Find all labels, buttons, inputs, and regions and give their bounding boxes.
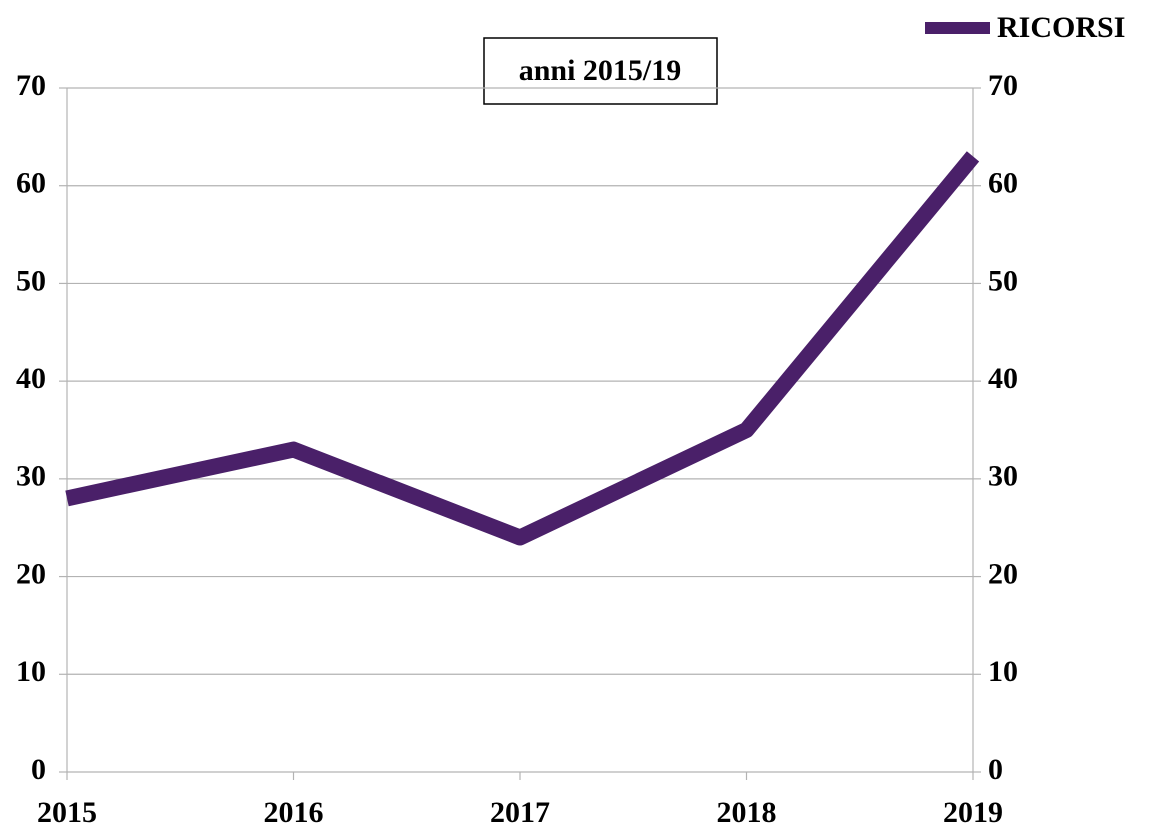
y2-tick-label: 10 xyxy=(988,655,1018,688)
title-box xyxy=(483,37,718,105)
y2-tick-label: 70 xyxy=(988,69,1018,102)
x-tick-label: 2015 xyxy=(37,796,97,829)
y2-tick-label: 40 xyxy=(988,362,1018,395)
x-tick-label: 2018 xyxy=(717,796,777,829)
y2-tick-label: 0 xyxy=(988,753,1003,786)
y2-tick-label: 20 xyxy=(988,557,1018,590)
y2-tick-label: 30 xyxy=(988,460,1018,493)
y2-tick-label: 60 xyxy=(988,167,1018,200)
x-tick-label: 2016 xyxy=(264,796,324,829)
y-tick-label: 20 xyxy=(16,557,46,590)
y-tick-label: 30 xyxy=(16,460,46,493)
line xyxy=(65,151,980,546)
y2-tick-label: 50 xyxy=(988,264,1018,297)
y-tick-label: 50 xyxy=(16,264,46,297)
y-tick-label: 0 xyxy=(31,753,46,786)
x-tick-label: 2017 xyxy=(490,796,550,829)
y-tick-label: 70 xyxy=(16,69,46,102)
y-tick-label: 60 xyxy=(16,167,46,200)
x-tick-label: 2019 xyxy=(943,796,1003,829)
y-tick-label: 10 xyxy=(16,655,46,688)
chart-title: anni 2015/19 xyxy=(519,54,682,87)
y-tick-label: 40 xyxy=(16,362,46,395)
legend-label: RICORSI xyxy=(997,11,1125,44)
